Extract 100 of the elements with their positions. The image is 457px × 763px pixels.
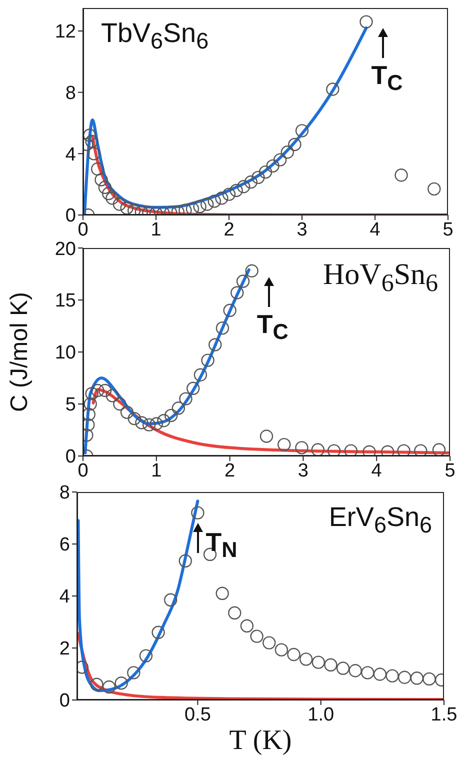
point — [90, 678, 104, 691]
point — [398, 670, 412, 684]
point — [200, 198, 214, 211]
point — [295, 441, 308, 454]
y-tick-label: 2 — [59, 638, 70, 660]
annotation: ErV$_{6}$Sn$_{6}$ — [328, 502, 432, 538]
point — [288, 138, 302, 152]
x-tick-label: 3 — [298, 460, 308, 482]
y-tick-label: 6 — [59, 534, 70, 556]
point — [178, 204, 192, 215]
point — [208, 338, 222, 352]
point — [102, 186, 116, 200]
point — [91, 384, 104, 398]
point — [422, 672, 436, 686]
x-tick-label: 1.0 — [308, 704, 334, 726]
point — [83, 128, 96, 142]
y-tick-label: 12 — [54, 22, 76, 43]
point — [258, 165, 272, 179]
point — [216, 586, 229, 600]
point — [186, 202, 200, 215]
point — [87, 147, 101, 160]
point — [394, 168, 408, 182]
point — [223, 304, 236, 317]
point — [344, 444, 358, 456]
annotation: T$_{C}$ — [371, 60, 403, 96]
point — [179, 392, 192, 406]
x-tick-label: 5 — [444, 460, 456, 482]
point — [164, 408, 178, 422]
y-tick-label: 4 — [65, 144, 76, 166]
point — [228, 606, 242, 620]
x-tick-label: 1 — [151, 460, 162, 482]
x-tick-label: 0.5 — [184, 704, 211, 726]
point — [215, 192, 228, 205]
point — [414, 444, 428, 456]
point — [208, 194, 221, 208]
y-tick-label: 4 — [59, 586, 70, 608]
x-tick-label: 1 — [150, 219, 162, 240]
point — [85, 387, 98, 400]
x-tick-label: 2 — [224, 219, 234, 240]
point — [432, 443, 446, 456]
point — [360, 15, 373, 28]
point — [127, 666, 140, 680]
point — [186, 382, 200, 395]
point — [106, 192, 119, 205]
point — [164, 593, 178, 606]
point — [194, 368, 208, 382]
x-tick-label: 3 — [296, 219, 308, 240]
point — [237, 180, 250, 194]
point — [245, 264, 258, 278]
point — [114, 676, 128, 690]
point — [106, 389, 119, 402]
point — [94, 173, 108, 186]
point — [311, 443, 324, 456]
point — [287, 648, 300, 662]
y-tick-label: 5 — [65, 394, 76, 416]
point — [83, 408, 96, 421]
point — [222, 188, 236, 201]
point — [280, 146, 294, 159]
point — [128, 412, 141, 426]
point — [373, 668, 387, 681]
y-tick-label: 0 — [59, 690, 70, 712]
point — [84, 397, 97, 411]
point — [91, 162, 104, 176]
point — [216, 321, 230, 335]
point — [327, 444, 341, 456]
point — [112, 198, 126, 211]
point — [230, 184, 243, 198]
line-series — [77, 500, 200, 692]
point — [274, 643, 288, 656]
point — [236, 274, 250, 288]
point — [324, 658, 338, 672]
point — [362, 445, 376, 456]
point — [295, 124, 309, 138]
y-tick-label: 8 — [59, 482, 70, 504]
point — [193, 200, 206, 214]
point — [178, 554, 192, 568]
point — [98, 384, 112, 398]
point — [77, 660, 89, 674]
point — [191, 506, 204, 520]
point — [266, 159, 280, 173]
x-tick-label: 4 — [371, 460, 382, 482]
point — [201, 354, 214, 367]
x-tick-label: 1.5 — [430, 704, 457, 726]
annotation: HoV$_{6}$Sn$_{6}$ — [322, 258, 438, 298]
y-tick-label: 10 — [54, 342, 76, 364]
point — [428, 182, 441, 196]
point — [150, 417, 163, 430]
point — [135, 416, 148, 430]
y-tick-label: 15 — [54, 290, 76, 312]
point — [128, 204, 141, 215]
point — [312, 656, 325, 669]
point — [102, 680, 116, 694]
point — [326, 82, 340, 96]
y-tick-label: 8 — [65, 83, 76, 104]
point — [244, 175, 258, 189]
point — [230, 286, 244, 300]
annotation: T$_{C}$ — [256, 308, 288, 346]
point — [157, 414, 170, 428]
point — [120, 202, 134, 215]
x-tick-label: 5 — [442, 219, 454, 240]
